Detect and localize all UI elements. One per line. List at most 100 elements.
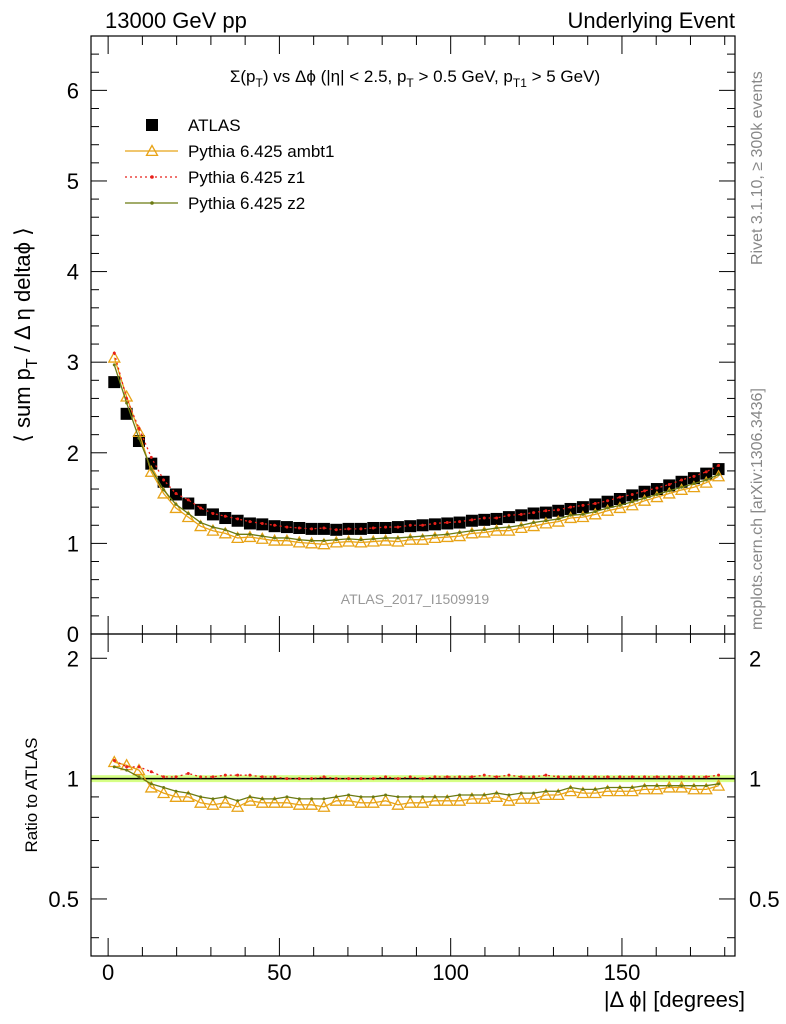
ambt1-data-point [440, 530, 454, 543]
mc-data-point [581, 775, 585, 779]
ambt1-data-point [169, 790, 183, 802]
ambt1-data-point [650, 782, 664, 795]
main-y-tick-label: 6 [67, 78, 79, 103]
mc-data-point [655, 486, 659, 490]
ambt1-data-point [489, 523, 504, 536]
mc-data-point [421, 777, 425, 781]
mc-data-point [458, 775, 462, 779]
mc-data-point [384, 536, 388, 540]
mc-data-point [692, 784, 696, 788]
mc-data-point [519, 523, 523, 527]
ambt1-data-point [391, 797, 405, 810]
mc-data-point [211, 797, 215, 801]
mc-data-point [248, 520, 252, 524]
mc-data-point [285, 525, 289, 529]
mc-data-point [421, 534, 425, 538]
mc-data-point [556, 789, 560, 793]
mc-data-point [223, 795, 227, 799]
mc-data-point [482, 773, 486, 777]
mc-data-point [680, 775, 684, 779]
mc-data-point [408, 775, 412, 779]
ambt1-data-point [304, 536, 319, 549]
mc-data-point [593, 775, 597, 779]
mc-data-point [655, 775, 659, 779]
series-pythia-6-425-ambt1 [107, 755, 726, 812]
ambt1-data-point [317, 799, 331, 812]
x-tick-label: 0 [102, 960, 114, 985]
mc-data-point [556, 517, 560, 521]
ambt1-data-point [415, 532, 430, 545]
ambt1-data-point [194, 519, 208, 532]
series-pythia-6-425-z2 [112, 363, 721, 543]
ambt1-data-point [292, 535, 306, 548]
ambt1-data-point [255, 532, 269, 544]
mc-data-point [211, 511, 215, 515]
mc-data-point [347, 537, 351, 541]
x-axis-label: |Δ ϕ| [degrees] [604, 987, 745, 1012]
ambt1-data-point [280, 795, 294, 808]
mc-data-point [482, 516, 486, 520]
ambt1-data-point [218, 795, 232, 808]
mc-data-point [162, 786, 166, 790]
mc-data-point [692, 482, 696, 486]
ambt1-data-point [687, 782, 701, 795]
ambt1-data-point [637, 782, 652, 795]
mc-data-point [223, 528, 227, 532]
mc-data-point [273, 797, 277, 801]
ambt1-data-point [268, 533, 282, 546]
mc-data-point [519, 512, 523, 516]
series-line [113, 364, 719, 542]
ambt1-data-point [329, 535, 343, 548]
atlas-data-point [478, 513, 491, 526]
ambt1-data-point [551, 514, 565, 527]
mc-data-point [162, 775, 166, 779]
ambt1-data-point [699, 475, 713, 488]
ambt1-data-point [268, 795, 282, 808]
mc-data-point [470, 775, 474, 779]
mc-data-point [717, 782, 721, 786]
mc-data-point [458, 531, 462, 535]
main-panel: 1 2 3 4 5 6 0 [67, 35, 736, 647]
mc-data-point [519, 775, 523, 779]
ratio-y-tick-label: 0.5 [48, 887, 79, 912]
ambt1-data-point [452, 793, 467, 806]
main-y-tick-label: 4 [67, 260, 79, 285]
mc-data-point [544, 789, 548, 793]
mc-data-point [359, 777, 363, 781]
mc-data-point [137, 765, 141, 769]
mc-data-point [630, 786, 634, 790]
legend-label: Pythia 6.425 z1 [188, 168, 305, 187]
ambt1-data-point [600, 784, 615, 797]
mc-data-point [421, 523, 425, 527]
mc-data-point [371, 795, 375, 799]
mc-data-point [618, 786, 622, 790]
mc-data-point [532, 775, 536, 779]
mc-data-point [667, 784, 671, 788]
mc-data-point [384, 525, 388, 529]
mc-data-point [667, 775, 671, 779]
ambt1-data-point [428, 531, 442, 544]
ambt1-data-point [452, 529, 467, 542]
ambt1-data-point [415, 795, 430, 808]
mc-data-point [495, 791, 499, 795]
atlas-data-point [132, 435, 145, 448]
ambt1-data-point [662, 780, 676, 793]
ambt1-data-point [613, 501, 627, 514]
ambt1-data-point [194, 795, 208, 808]
atlas-data-point [219, 512, 232, 525]
mc-data-point [593, 510, 597, 514]
mc-data-point [334, 528, 338, 532]
atlas-data-point [108, 376, 121, 389]
mc-data-point [384, 775, 388, 779]
ambt1-data-point [403, 532, 417, 545]
ambt1-data-point [354, 535, 368, 548]
mc-data-point [519, 791, 523, 795]
mc-data-point [371, 777, 375, 781]
mc-data-point [643, 784, 647, 788]
mc-data-point [507, 513, 511, 517]
ambt1-data-point [588, 786, 602, 799]
mc-data-point [569, 786, 573, 790]
mc-data-point [433, 521, 437, 525]
mc-data-point [569, 505, 573, 509]
